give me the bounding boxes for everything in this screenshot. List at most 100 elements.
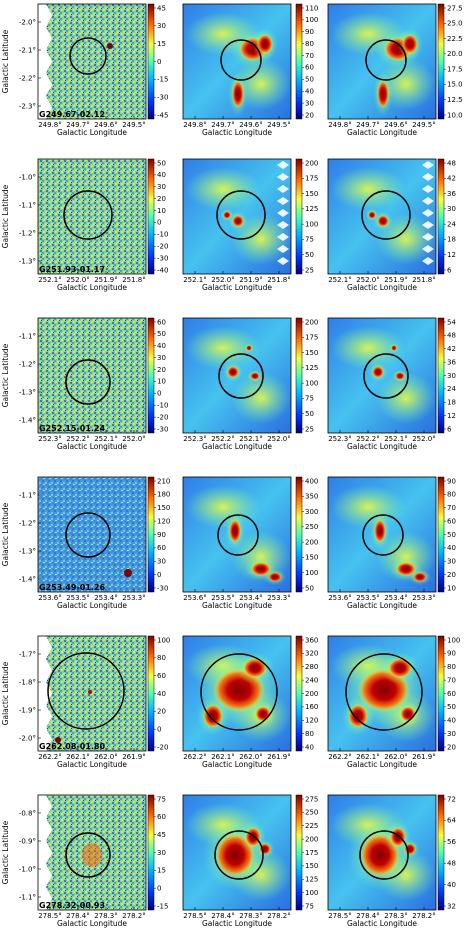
colorbar-tick-label: 120 <box>157 517 170 525</box>
x-tick-label: 262.2° <box>183 753 207 761</box>
emission-blob <box>374 519 386 543</box>
colorbar-tick-label: 0 <box>157 390 161 398</box>
panel-frame <box>182 635 292 752</box>
x-tick-label: 252.2° <box>356 435 380 443</box>
x-axis-label: Galactic Longitude <box>202 283 272 292</box>
x-tick-label: 261.9° <box>122 753 146 761</box>
missing-data <box>422 161 434 169</box>
colorbar-tick-label: 200 <box>305 318 318 326</box>
colorbar-tick-label: 20 <box>157 366 166 374</box>
colorbar-tick-label: 50 <box>157 159 166 167</box>
colorbar-tick-label: -30 <box>157 93 168 101</box>
panel-frame <box>37 476 147 593</box>
x-axis-label: Galactic Longitude <box>57 283 127 292</box>
x-tick-label: 249.6° <box>239 121 263 129</box>
colorbar: 100 90 80 70 60 50 40 30 20 <box>437 635 460 751</box>
x-tick-label: 251.8° <box>412 276 436 284</box>
emission-blob <box>243 658 267 678</box>
scan-edge <box>38 636 52 751</box>
map-image <box>38 159 146 274</box>
colorbar-tick-label: 90 <box>305 28 314 36</box>
x-tick-label: 252.1° <box>38 276 62 284</box>
aperture-circle <box>63 190 113 240</box>
panel-frame <box>37 317 147 434</box>
colorbar-tick-label: 160 <box>305 703 318 711</box>
y-tick-label: -2.2° <box>19 75 36 83</box>
x-tick-label: 249.7° <box>356 121 380 129</box>
panel-frame <box>327 317 437 434</box>
colorbar-tick-label: 240 <box>305 676 318 684</box>
y-tick-label: -1.4° <box>19 576 36 584</box>
y-axis-label: Galactic Latitude <box>1 820 10 884</box>
colorbar-tick-label: 40 <box>447 544 456 552</box>
aperture-circle <box>363 353 409 399</box>
x-axis-label: Galactic Longitude <box>347 128 417 137</box>
emission-blob <box>402 34 418 54</box>
panel-frame <box>182 317 292 434</box>
emission-blob <box>268 572 282 582</box>
y-tick-label: -2.1° <box>19 47 36 55</box>
colorbar-tick-label: 200 <box>305 690 318 698</box>
x-tick-label: 252.1° <box>384 435 408 443</box>
colorbar-tick-label: 56 <box>447 838 456 846</box>
x-axis-label: Galactic Longitude <box>202 442 272 451</box>
colorbar-tick-label: 12.5 <box>447 96 463 104</box>
colorbar-tick-label: 20 <box>157 708 166 716</box>
missing-data <box>422 221 434 229</box>
colorbar-tick-label: 30 <box>157 558 166 566</box>
emission-blob <box>255 706 271 722</box>
aperture-circle <box>345 653 423 731</box>
x-tick-label: 278.2° <box>122 912 146 920</box>
colorbar-tick-label: -20 <box>157 243 168 251</box>
missing-data <box>277 209 289 217</box>
colorbar-tick-label: 32 <box>447 902 456 910</box>
y-axis-label: Galactic Latitude <box>1 661 10 725</box>
x-tick-label: 253.4° <box>94 594 118 602</box>
aperture-circle <box>214 830 264 880</box>
x-tick-label: 252.0° <box>267 435 291 443</box>
residual-map-panel: 262.2° 262.1° 262.0° 261.9°Galactic Longitu… <box>37 635 170 769</box>
x-axis-label: Galactic Longitude <box>57 128 127 137</box>
x-tick-label: 249.5° <box>267 121 291 129</box>
colorbar-scale <box>147 317 155 434</box>
missing-data <box>277 197 289 205</box>
residual-map-panel: 252.1° 252.0° 251.9° 251.8°Galactic Longitu… <box>37 158 168 292</box>
colorbar-tick-label: 100 <box>157 636 170 644</box>
colorbar-tick-label: 17.5 <box>447 65 463 73</box>
x-tick-label: 252.1° <box>328 276 352 284</box>
missing-data <box>422 209 434 217</box>
colorbar-tick-label: 20 <box>447 743 456 751</box>
colorbar-tick-label: 320 <box>305 650 318 658</box>
compact-source <box>55 737 61 743</box>
y-tick-label: -1.3° <box>19 258 36 266</box>
source-name-label: G251.93-01.17 <box>39 265 105 274</box>
colorbar-tick-label: 0 <box>157 219 161 227</box>
colorbar-tick-label: 150 <box>305 190 318 198</box>
x-tick-label: 253.5° <box>356 594 380 602</box>
colorbar-tick-label: 30 <box>305 99 314 107</box>
colorbar-tick-label: 10 <box>447 584 456 592</box>
colorbar-tick-label: 40 <box>157 690 166 698</box>
x-tick-label: 252.1° <box>94 435 118 443</box>
y-axis-label: Galactic Latitude <box>1 184 10 248</box>
panel-frame <box>327 158 437 275</box>
emission-blob <box>388 658 412 678</box>
y-tick-label: -1.1° <box>19 202 36 210</box>
colorbar-tick-label: 150 <box>305 862 318 870</box>
panel-frame <box>37 158 147 275</box>
colorbar-tick-label: 90 <box>447 650 456 658</box>
x-axis-label: Galactic Longitude <box>202 128 272 137</box>
colorbar-tick-label: 18 <box>447 236 456 244</box>
x-tick-label: 278.3° <box>239 912 263 920</box>
x-tick-label: 253.5° <box>66 594 90 602</box>
emission-blob <box>413 572 427 582</box>
x-axis-label: Galactic Longitude <box>202 919 272 928</box>
y-tick-label: -1.0° <box>19 174 36 182</box>
colorbar-tick-label: 80 <box>447 663 456 671</box>
emission-blob <box>372 366 384 378</box>
colorbar-tick-label: -10 <box>157 231 168 239</box>
residual-map-panel: 278.5° 278.4° 278.3° 278.2°Galactic Longitu… <box>37 794 168 928</box>
colorbar-tick-label: 150 <box>305 349 318 357</box>
colorbar-tick-label: 30 <box>157 22 166 30</box>
colorbar-tick-label: 60 <box>447 517 456 525</box>
